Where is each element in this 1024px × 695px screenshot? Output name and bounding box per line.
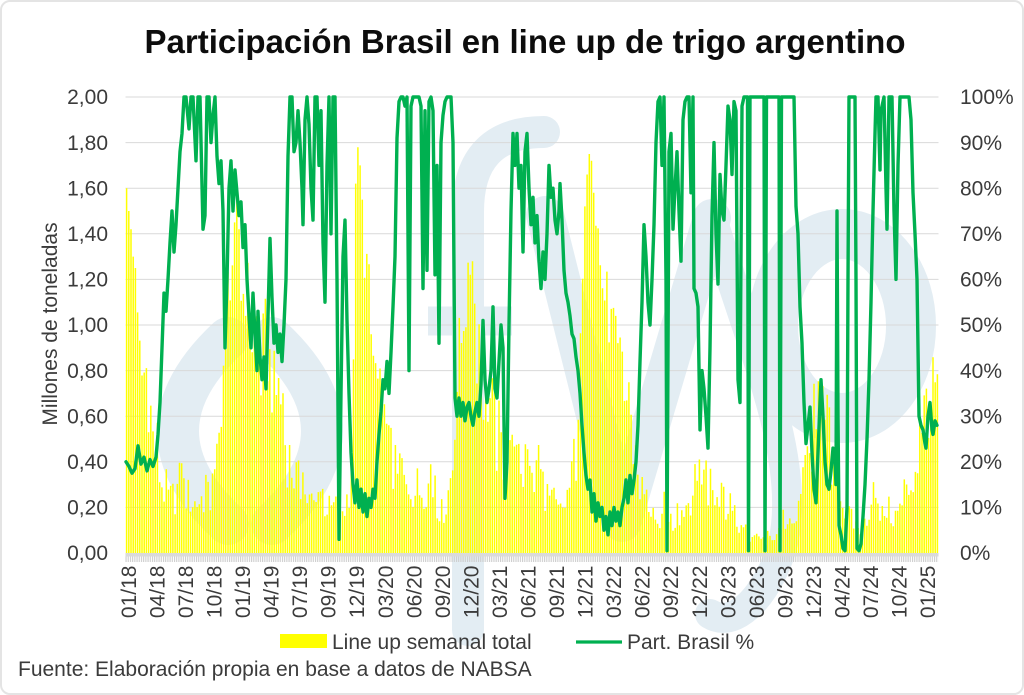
svg-text:Participación Brasil en line u: Participación Brasil en line up de trigo…: [145, 23, 906, 60]
svg-text:01/18: 01/18: [118, 566, 141, 619]
svg-text:0,20: 0,20: [67, 497, 108, 520]
svg-text:0,40: 0,40: [67, 451, 108, 474]
svg-text:03/23: 03/23: [717, 566, 740, 619]
svg-text:10/18: 10/18: [204, 566, 227, 619]
svg-text:06/21: 06/21: [518, 566, 541, 619]
svg-text:2,00: 2,00: [67, 86, 108, 109]
svg-text:01/25: 01/25: [917, 566, 940, 619]
svg-text:04/18: 04/18: [146, 566, 169, 619]
svg-text:09/21: 09/21: [546, 566, 569, 619]
svg-text:0,00: 0,00: [67, 542, 108, 565]
svg-text:06/20: 06/20: [403, 566, 426, 619]
svg-text:03/20: 03/20: [375, 566, 398, 619]
svg-text:09/23: 09/23: [775, 566, 798, 619]
svg-text:09/19: 09/19: [318, 566, 341, 619]
svg-text:1,40: 1,40: [67, 223, 108, 246]
svg-text:Fuente: Elaboración propia en: Fuente: Elaboración propia en base a dat…: [18, 658, 532, 681]
svg-text:Part. Brasil %: Part. Brasil %: [627, 631, 754, 654]
svg-text:20%: 20%: [960, 451, 1002, 474]
svg-text:Line up semanal total: Line up semanal total: [332, 631, 532, 654]
svg-text:60%: 60%: [960, 269, 1002, 292]
svg-text:Millones de toneladas: Millones de toneladas: [39, 222, 62, 425]
svg-text:12/20: 12/20: [460, 566, 483, 619]
svg-text:90%: 90%: [960, 132, 1002, 155]
svg-text:70%: 70%: [960, 223, 1002, 246]
svg-text:30%: 30%: [960, 405, 1002, 428]
svg-text:12/21: 12/21: [575, 566, 598, 619]
svg-text:07/24: 07/24: [860, 565, 883, 618]
svg-text:06/23: 06/23: [746, 566, 769, 619]
svg-text:100%: 100%: [960, 86, 1014, 109]
svg-text:1,20: 1,20: [67, 269, 108, 292]
svg-text:1,00: 1,00: [67, 314, 108, 337]
svg-text:40%: 40%: [960, 360, 1002, 383]
svg-text:12/22: 12/22: [689, 566, 712, 619]
svg-text:01/19: 01/19: [232, 566, 255, 619]
svg-text:50%: 50%: [960, 314, 1002, 337]
svg-text:0,80: 0,80: [67, 360, 108, 383]
svg-text:1,60: 1,60: [67, 177, 108, 200]
svg-text:12/19: 12/19: [346, 566, 369, 619]
svg-text:12/23: 12/23: [803, 566, 826, 619]
svg-text:07/18: 07/18: [175, 566, 198, 619]
svg-text:04/19: 04/19: [261, 566, 284, 619]
svg-text:1,80: 1,80: [67, 132, 108, 155]
svg-text:09/22: 09/22: [660, 566, 683, 619]
svg-text:06/22: 06/22: [632, 566, 655, 619]
svg-text:07/19: 07/19: [289, 566, 312, 619]
svg-text:0,60: 0,60: [67, 405, 108, 428]
svg-text:0%: 0%: [960, 542, 990, 565]
svg-text:80%: 80%: [960, 177, 1002, 200]
svg-text:10%: 10%: [960, 497, 1002, 520]
svg-text:04/24: 04/24: [832, 565, 855, 618]
svg-text:10/24: 10/24: [889, 565, 912, 618]
svg-text:03/22: 03/22: [603, 566, 626, 619]
svg-text:03/21: 03/21: [489, 566, 512, 619]
svg-text:09/20: 09/20: [432, 566, 455, 619]
